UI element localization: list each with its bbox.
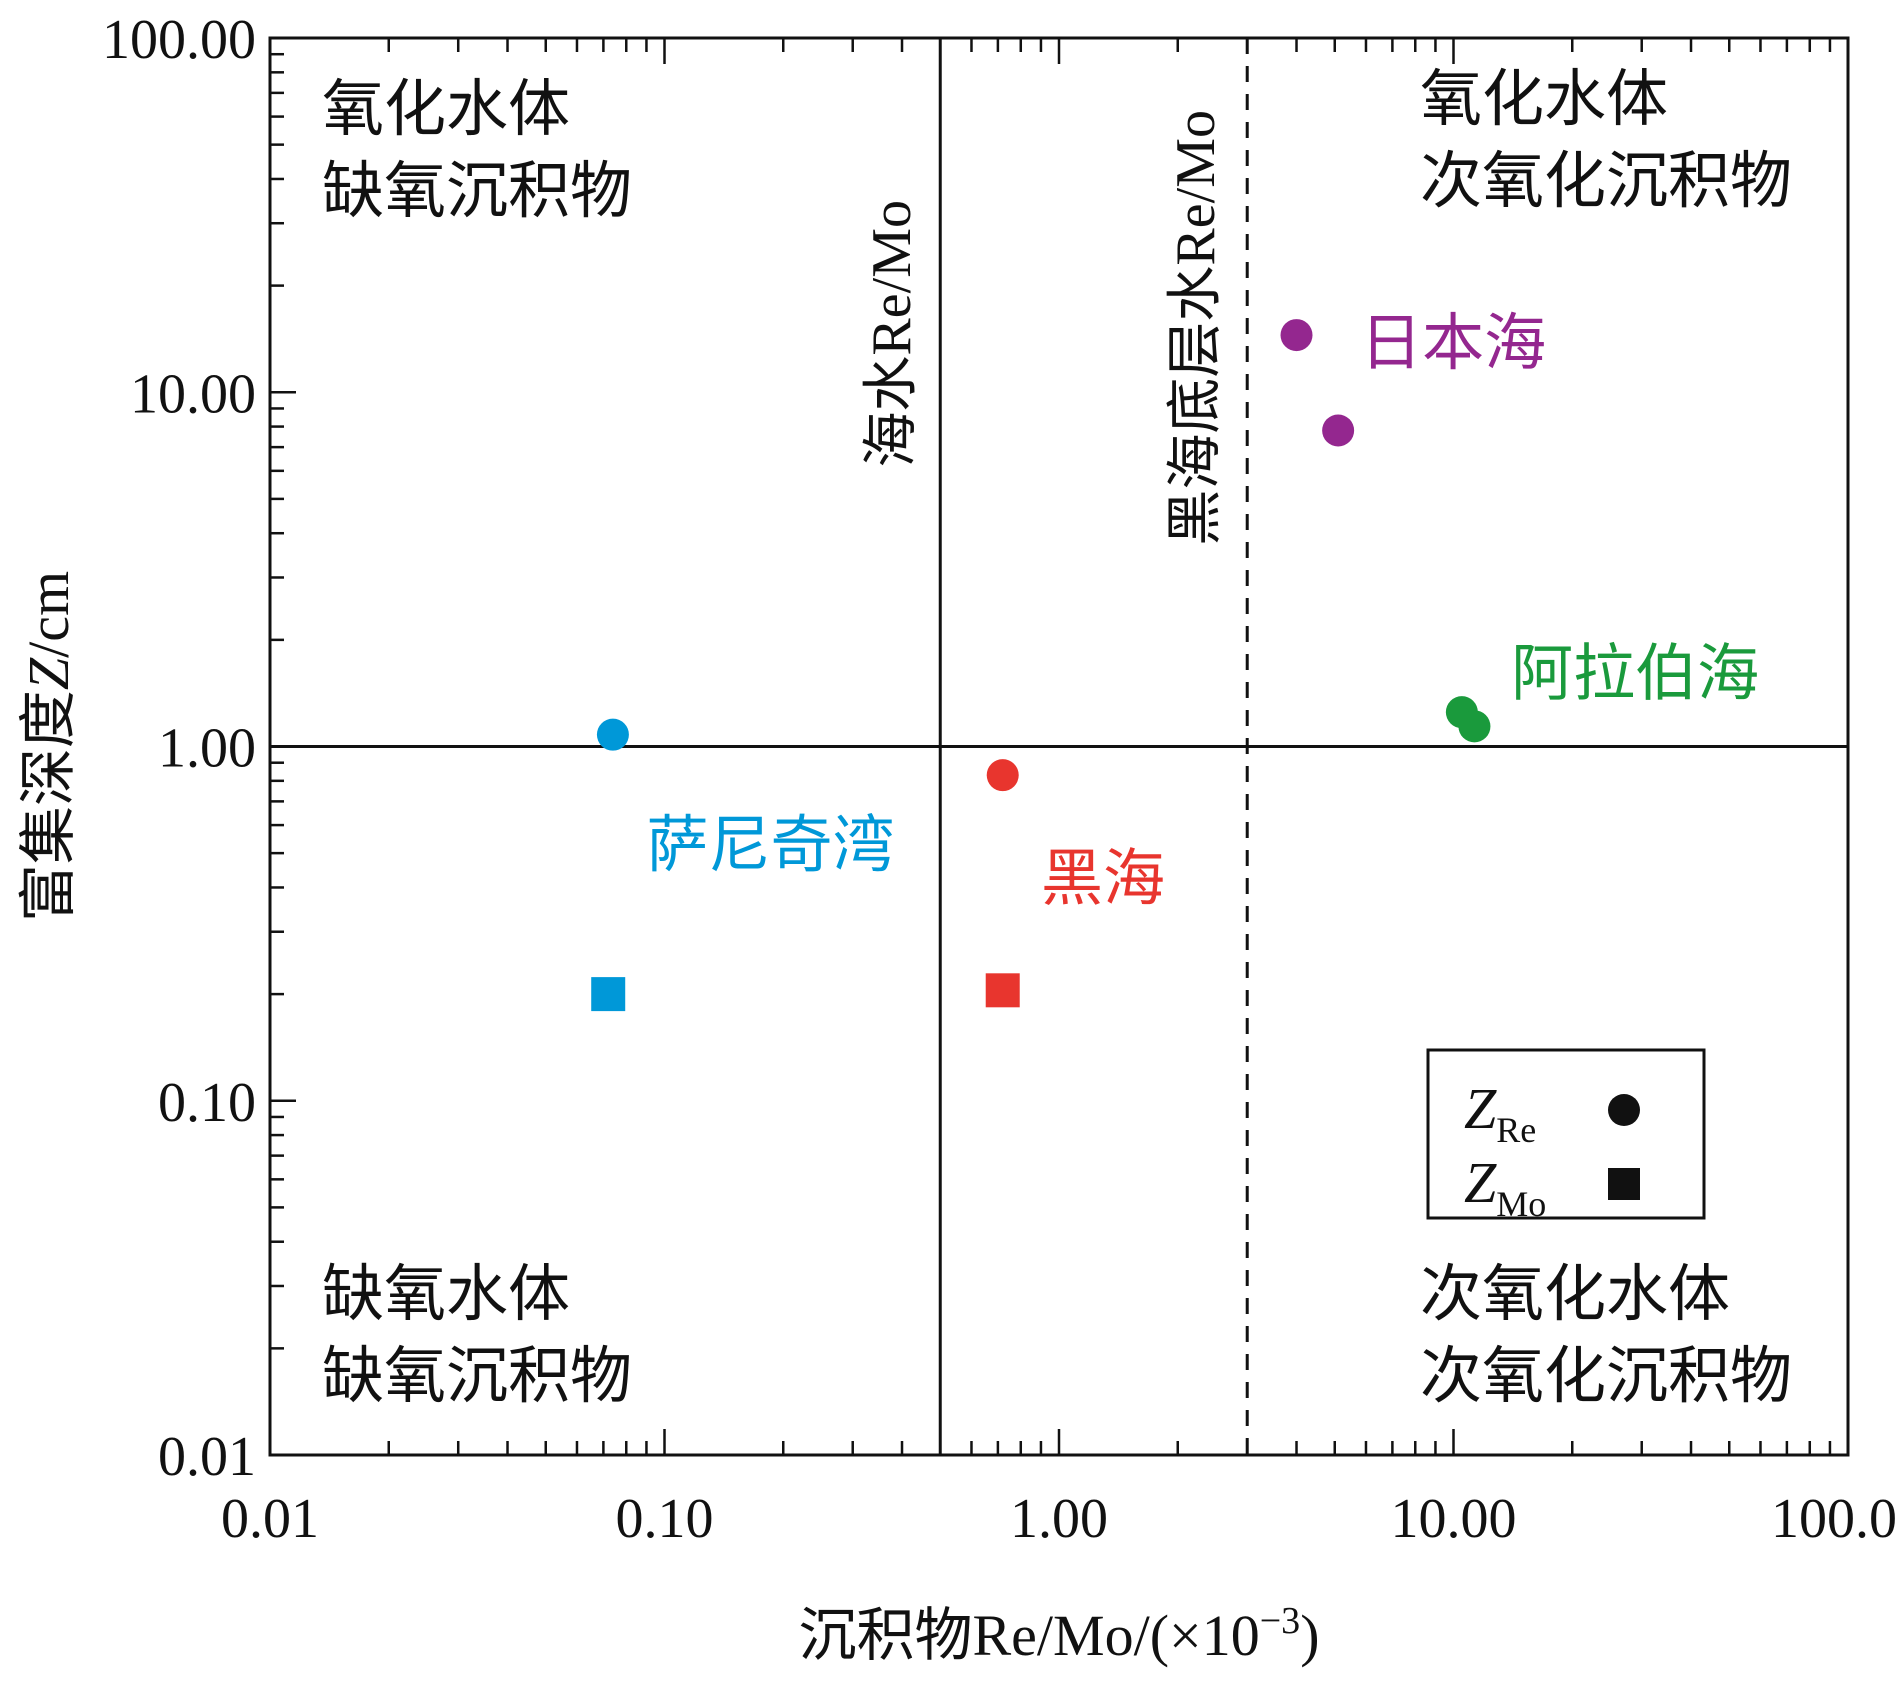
legend-marker-square	[1608, 1168, 1640, 1200]
x-tick-label: 100.00	[1771, 1488, 1895, 1550]
quadrant-label-bottom-right: 次氧化沉积物	[1420, 1343, 1792, 1411]
x-tick-label: 1.00	[1010, 1488, 1108, 1550]
y-axis-title-unit: /cm	[16, 571, 81, 658]
quadrant-label-top-right: 次氧化沉积物	[1420, 148, 1792, 216]
x-axis-title-tail: )	[1300, 1603, 1319, 1668]
legend-symbol: Z	[1464, 1150, 1497, 1215]
x-tick-label: 0.01	[221, 1488, 319, 1550]
reference-lines: 海水Re/Mo 黑海底层水Re/Mo	[270, 38, 1848, 1455]
quadrant-label-bottom-right: 次氧化水体	[1420, 1261, 1730, 1329]
x-axis-title: 沉积物Re/Mo/(×10−3)	[798, 1600, 1319, 1668]
y-tick-label: 0.10	[158, 1072, 256, 1134]
data-point-square	[985, 973, 1020, 1008]
quadrant-label-top-left: 缺氧沉积物	[322, 158, 632, 226]
y-tick-label: 10.00	[130, 363, 256, 425]
legend-entry-label: ZMo	[1464, 1150, 1546, 1224]
data-point-circle	[1322, 414, 1355, 447]
y-axis-title: 富集深度Z/cm	[16, 571, 81, 922]
data-point-circle	[1280, 319, 1313, 352]
y-tick-label: 100.00	[102, 9, 256, 71]
quadrant-label-bottom-left: 缺氧水体	[322, 1261, 570, 1329]
quadrant-label-top-right: 氧化水体	[1420, 66, 1668, 134]
legend-subscript: Re	[1496, 1110, 1536, 1150]
series-label: 黑海	[1041, 845, 1165, 913]
series-label: 萨尼奇湾	[646, 812, 894, 880]
legend-box	[1426, 1048, 1706, 1220]
data-point-circle	[986, 759, 1019, 792]
data-point-circle	[596, 718, 629, 751]
data-point-circle	[1458, 710, 1491, 743]
y-axis-title-symbol: Z	[16, 657, 81, 690]
series-label: 日本海	[1360, 310, 1546, 378]
x-axis-title-superscript: −3	[1260, 1600, 1300, 1642]
y-tick-label: 1.00	[158, 718, 256, 780]
axes: 0.01 0.10 1.00 10.00 100.00 0.01 0.10 1.00 10.00…	[102, 9, 1895, 1550]
quadrant-label-top-left: 氧化水体	[322, 76, 570, 144]
legend-subscript: Mo	[1496, 1184, 1546, 1224]
reference-line-label: 黑海底层水Re/Mo	[1165, 110, 1227, 546]
x-tick-label: 0.10	[616, 1488, 714, 1550]
legend-marker-circle	[1608, 1094, 1640, 1126]
quadrant-label-bottom-left: 缺氧沉积物	[322, 1343, 632, 1411]
series-label: 阿拉伯海	[1511, 641, 1759, 709]
data-point-square	[591, 977, 626, 1012]
y-axis-title-prefix: 富集深度	[16, 690, 81, 922]
x-tick-label: 10.00	[1391, 1488, 1517, 1550]
legend-symbol: Z	[1464, 1076, 1497, 1141]
y-tick-label: 0.01	[158, 1426, 256, 1488]
reference-line-label: 海水Re/Mo	[861, 200, 923, 468]
legend-entry-label: ZRe	[1464, 1076, 1536, 1150]
